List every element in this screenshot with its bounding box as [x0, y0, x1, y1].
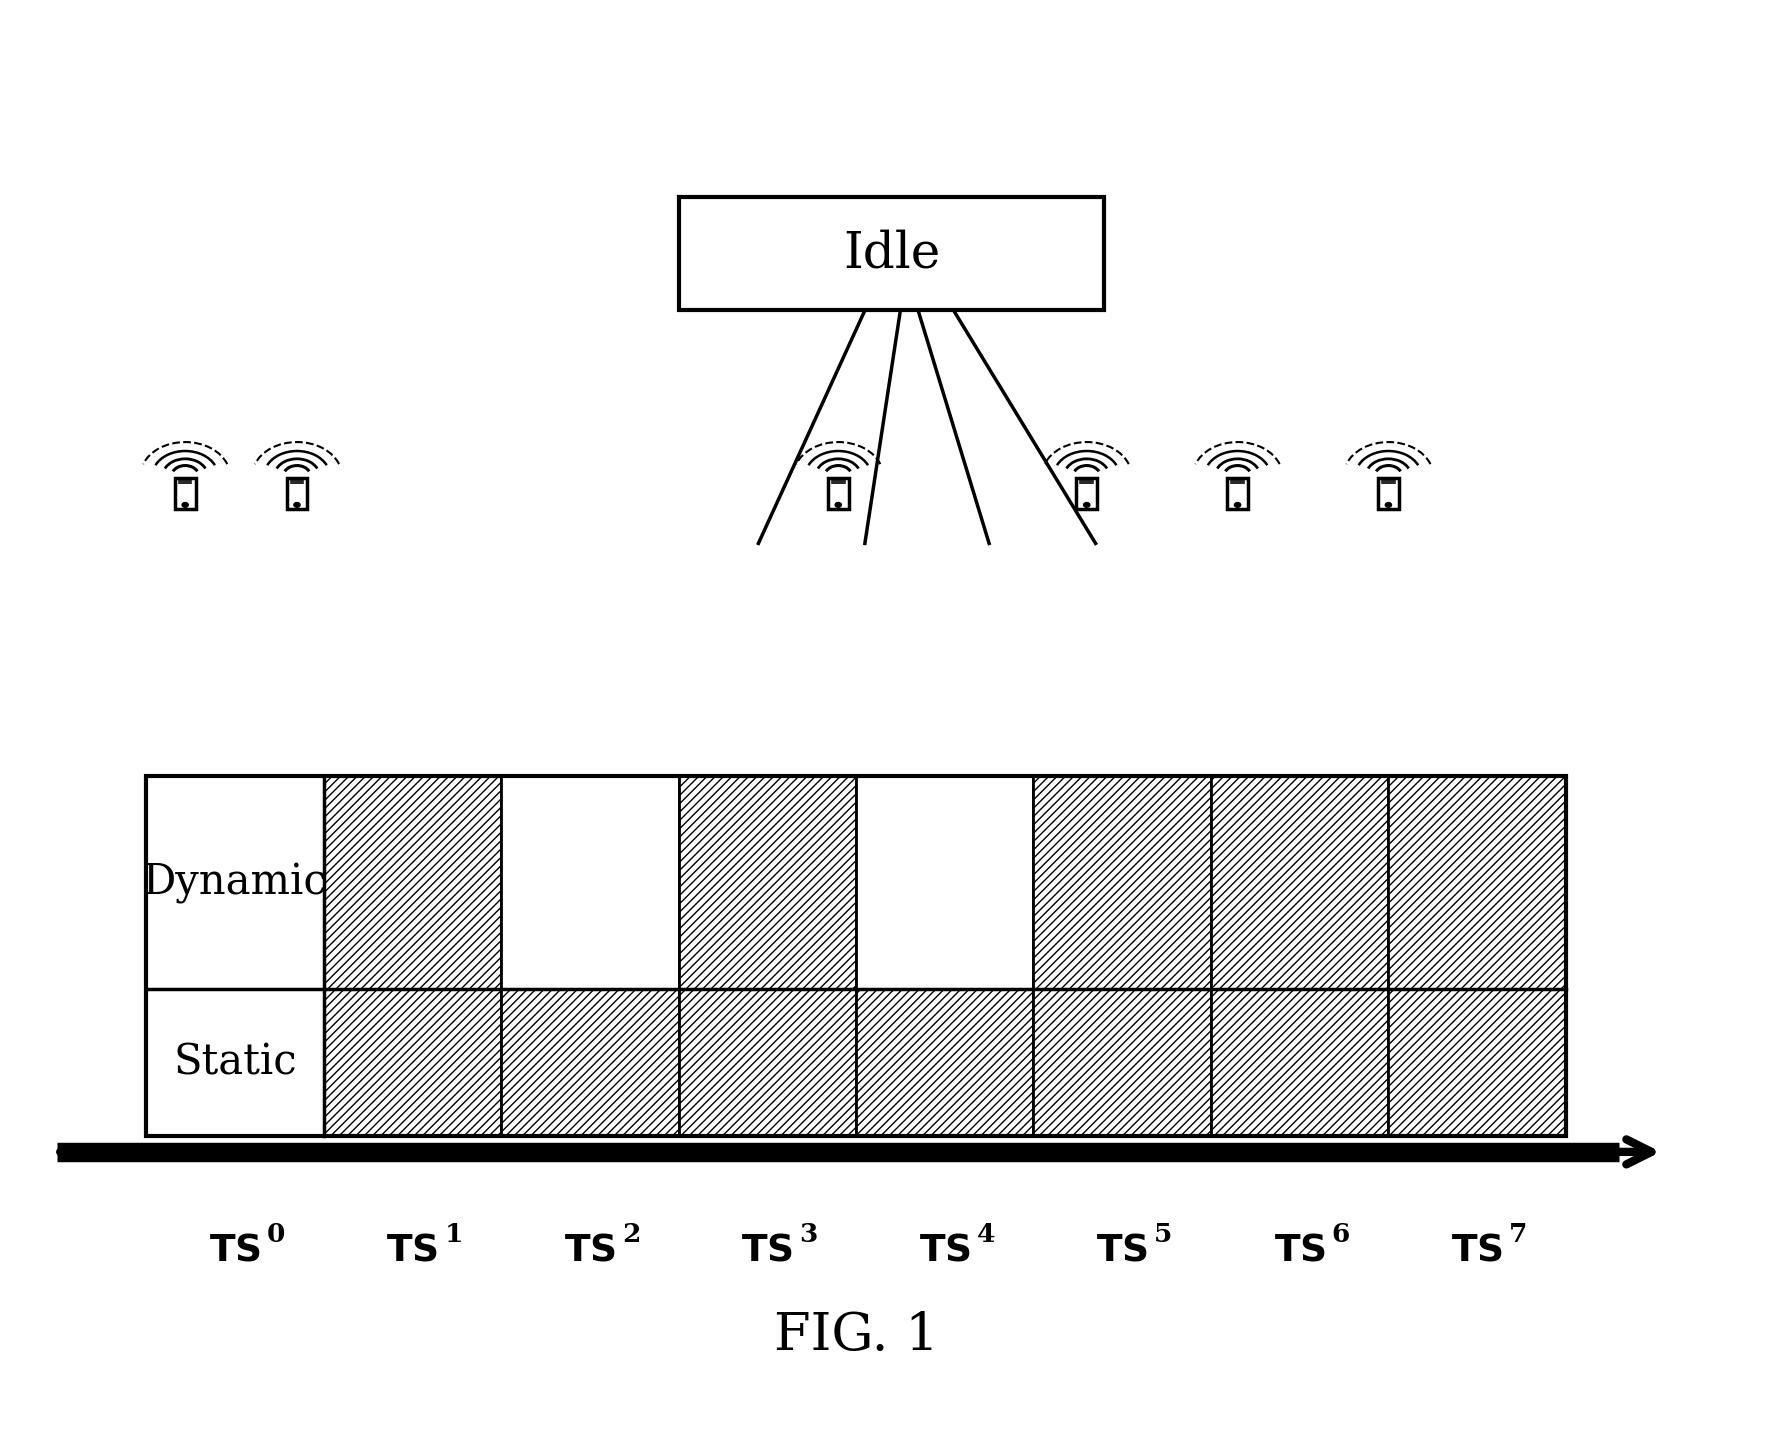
Bar: [679, 198, 1103, 311]
Text: 6: 6: [1331, 1222, 1349, 1248]
Text: $\mathbf{TS}$: $\mathbf{TS}$: [918, 1232, 969, 1268]
Bar: [679, 777, 855, 989]
Text: $\mathbf{TS}$: $\mathbf{TS}$: [563, 1232, 615, 1268]
Text: 0: 0: [267, 1222, 285, 1248]
Bar: [146, 989, 323, 1136]
Bar: [501, 989, 679, 1136]
Circle shape: [1385, 503, 1390, 507]
Text: Dynamic: Dynamic: [143, 861, 328, 904]
FancyBboxPatch shape: [1226, 477, 1247, 509]
Bar: [501, 777, 679, 989]
Text: 7: 7: [1508, 1222, 1527, 1248]
FancyBboxPatch shape: [1076, 477, 1096, 509]
Circle shape: [1083, 503, 1089, 507]
Text: $\mathbf{TS}$: $\mathbf{TS}$: [741, 1232, 793, 1268]
Bar: [855, 989, 1034, 1136]
Circle shape: [182, 503, 189, 507]
Text: $\mathbf{TS}$: $\mathbf{TS}$: [1096, 1232, 1148, 1268]
FancyBboxPatch shape: [827, 477, 848, 509]
Bar: [679, 989, 855, 1136]
Bar: [323, 777, 501, 989]
Bar: [146, 777, 323, 989]
Bar: [1210, 989, 1388, 1136]
Bar: [323, 989, 501, 1136]
Text: 1: 1: [444, 1222, 462, 1248]
Text: Idle: Idle: [843, 229, 939, 278]
FancyBboxPatch shape: [287, 477, 307, 509]
FancyBboxPatch shape: [175, 477, 196, 509]
Bar: [1034, 777, 1210, 989]
Bar: [1388, 777, 1565, 989]
Bar: [1388, 989, 1565, 1136]
Text: 5: 5: [1153, 1222, 1173, 1248]
Text: 4: 4: [977, 1222, 994, 1248]
Circle shape: [834, 503, 841, 507]
Text: 2: 2: [622, 1222, 640, 1248]
Circle shape: [294, 503, 299, 507]
Text: $\mathbf{TS}$: $\mathbf{TS}$: [208, 1232, 260, 1268]
Bar: [146, 777, 1565, 1136]
Circle shape: [1233, 503, 1240, 507]
Bar: [855, 777, 1034, 989]
FancyBboxPatch shape: [1377, 477, 1399, 509]
Text: FIG. 1: FIG. 1: [773, 1310, 937, 1361]
Text: 3: 3: [798, 1222, 818, 1248]
Bar: [1210, 777, 1388, 989]
Text: $\mathbf{TS}$: $\mathbf{TS}$: [387, 1232, 438, 1268]
Bar: [1034, 989, 1210, 1136]
Text: Static: Static: [173, 1042, 296, 1083]
Text: $\mathbf{TS}$: $\mathbf{TS}$: [1272, 1232, 1324, 1268]
Text: $\mathbf{TS}$: $\mathbf{TS}$: [1451, 1232, 1502, 1268]
